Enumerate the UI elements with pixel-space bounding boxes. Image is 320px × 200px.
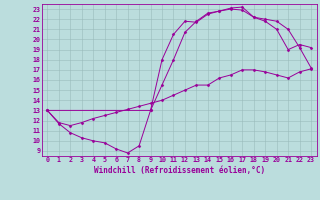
X-axis label: Windchill (Refroidissement éolien,°C): Windchill (Refroidissement éolien,°C) [94,166,265,175]
